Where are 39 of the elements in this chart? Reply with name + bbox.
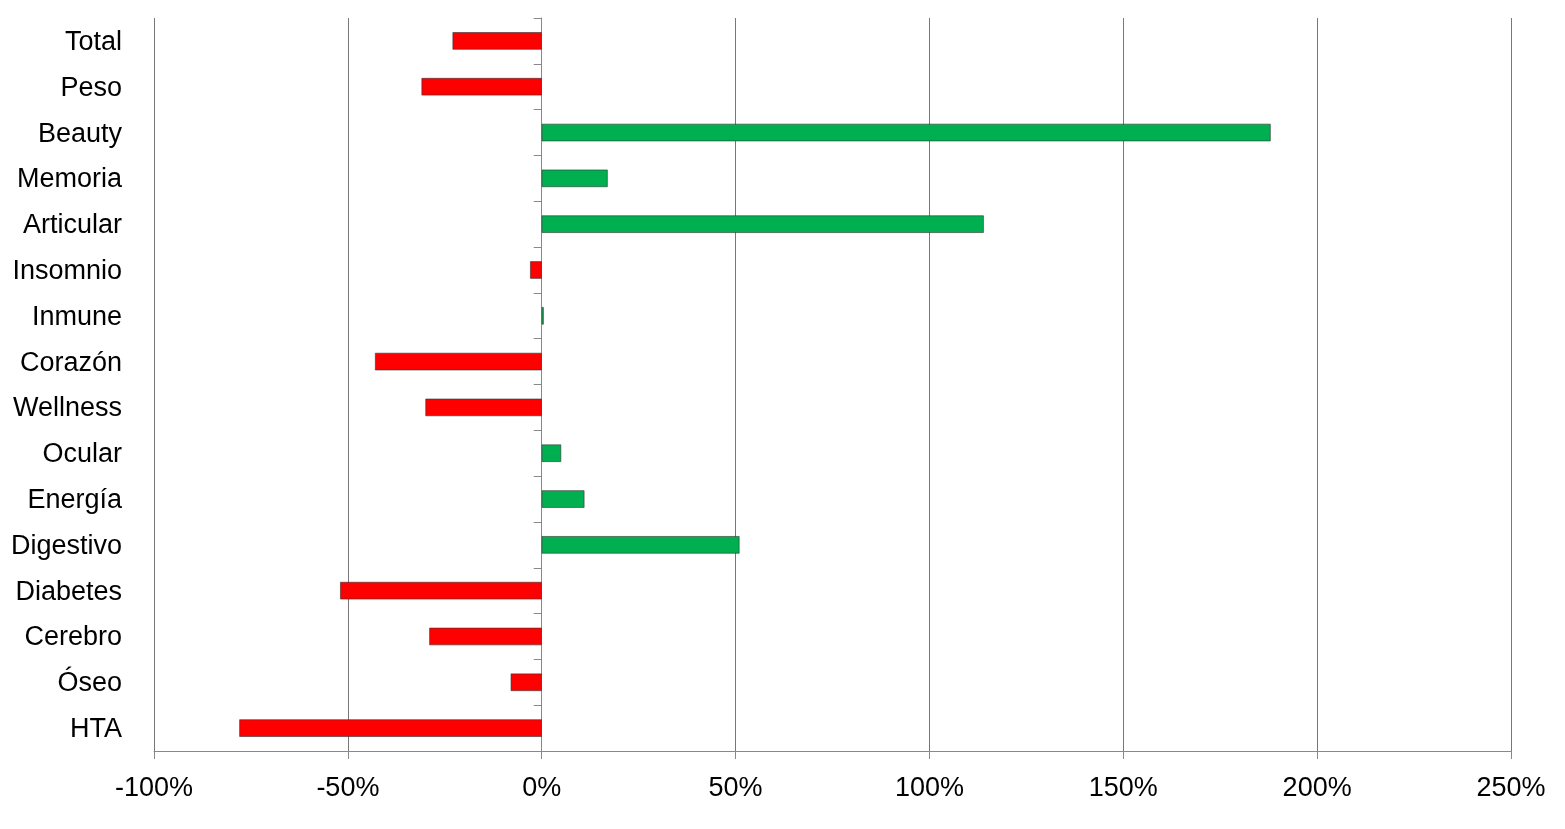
x-tick-label: 150%	[1088, 771, 1158, 802]
bar	[530, 261, 542, 279]
bar	[541, 536, 740, 554]
bar	[239, 719, 542, 737]
y-tick-label: Beauty	[37, 117, 123, 148]
x-tick-label: 50%	[708, 771, 763, 802]
y-tick-label: Digestivo	[11, 529, 123, 560]
y-tick-label: Inmune	[31, 300, 123, 331]
bar	[541, 215, 984, 233]
bar	[510, 673, 542, 691]
y-tick-label: Articular	[23, 209, 123, 240]
bar	[541, 444, 562, 462]
bar	[340, 581, 542, 600]
y-tick-label: Insomnio	[12, 254, 123, 285]
x-tick-label: -50%	[316, 771, 380, 802]
bar	[421, 78, 542, 96]
bar	[429, 627, 542, 646]
y-tick-label: Cerebro	[24, 621, 123, 652]
y-tick-label: Peso	[60, 71, 123, 102]
y-tick-label: Corazón	[19, 346, 123, 377]
y-tick-label: Ocular	[42, 438, 123, 469]
x-tick-label: -100%	[115, 771, 194, 802]
bar	[425, 398, 542, 417]
y-tick-label: Óseo	[57, 666, 123, 698]
bar	[541, 123, 1271, 142]
x-tick-label: 100%	[894, 771, 964, 802]
y-tick-label: Wellness	[13, 392, 123, 423]
bar	[541, 169, 608, 188]
y-tick-label: HTA	[70, 713, 123, 744]
x-tick-label: 200%	[1282, 771, 1352, 802]
x-tick-label: 0%	[522, 771, 562, 802]
y-tick-label: Total	[65, 25, 123, 56]
bar	[541, 490, 585, 508]
bar	[375, 352, 542, 371]
bar	[452, 32, 542, 50]
x-tick-label: 250%	[1476, 771, 1546, 802]
y-tick-label: Energía	[27, 484, 124, 515]
y-tick-label: Diabetes	[15, 575, 123, 606]
y-tick-label: Memoria	[17, 163, 124, 194]
